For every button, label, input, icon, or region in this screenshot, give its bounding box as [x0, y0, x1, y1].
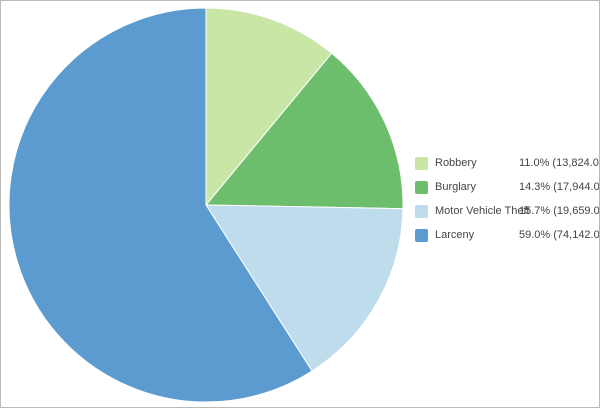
legend-value-robbery: 11.0% (13,824.0) [519, 157, 600, 169]
legend-label-larceny: Larceny [435, 229, 475, 241]
pie-plot-area [1, 1, 411, 407]
pie-slice-group [8, 7, 404, 403]
legend-item-robbery[interactable]: Robbery 11.0% (13,824.0) [415, 151, 599, 175]
legend-label-burglary: Burglary [435, 181, 476, 193]
legend-value-motor-vehicle-theft: 15.7% (19,659.0) [519, 205, 600, 217]
legend-label-motor-vehicle-theft: Motor Vehicle Theft [435, 205, 530, 217]
legend-value-burglary: 14.3% (17,944.0) [519, 181, 600, 193]
legend-swatch-icon-larceny [415, 228, 428, 242]
legend-swatch-icon-burglary [415, 180, 428, 194]
pie-svg [8, 7, 404, 403]
legend-value-larceny: 59.0% (74,142.0) [519, 229, 600, 241]
legend-item-motor-vehicle-theft[interactable]: Motor Vehicle Theft 15.7% (19,659.0) [415, 199, 599, 223]
legend-swatch-icon-robbery [415, 156, 428, 170]
pie-slice[interactable] [204, 52, 404, 210]
legend-item-larceny[interactable]: Larceny 59.0% (74,142.0) [415, 223, 599, 247]
pie-slice[interactable] [205, 204, 404, 372]
legend-swatch-icon-motor-vehicle-theft [415, 204, 428, 218]
chart-legend: Robbery 11.0% (13,824.0) Burglary 14.3% … [415, 151, 599, 247]
pie-slice[interactable] [205, 7, 333, 207]
legend-item-burglary[interactable]: Burglary 14.3% (17,944.0) [415, 175, 599, 199]
legend-label-robbery: Robbery [435, 157, 477, 169]
pie-slice[interactable] [8, 7, 313, 403]
